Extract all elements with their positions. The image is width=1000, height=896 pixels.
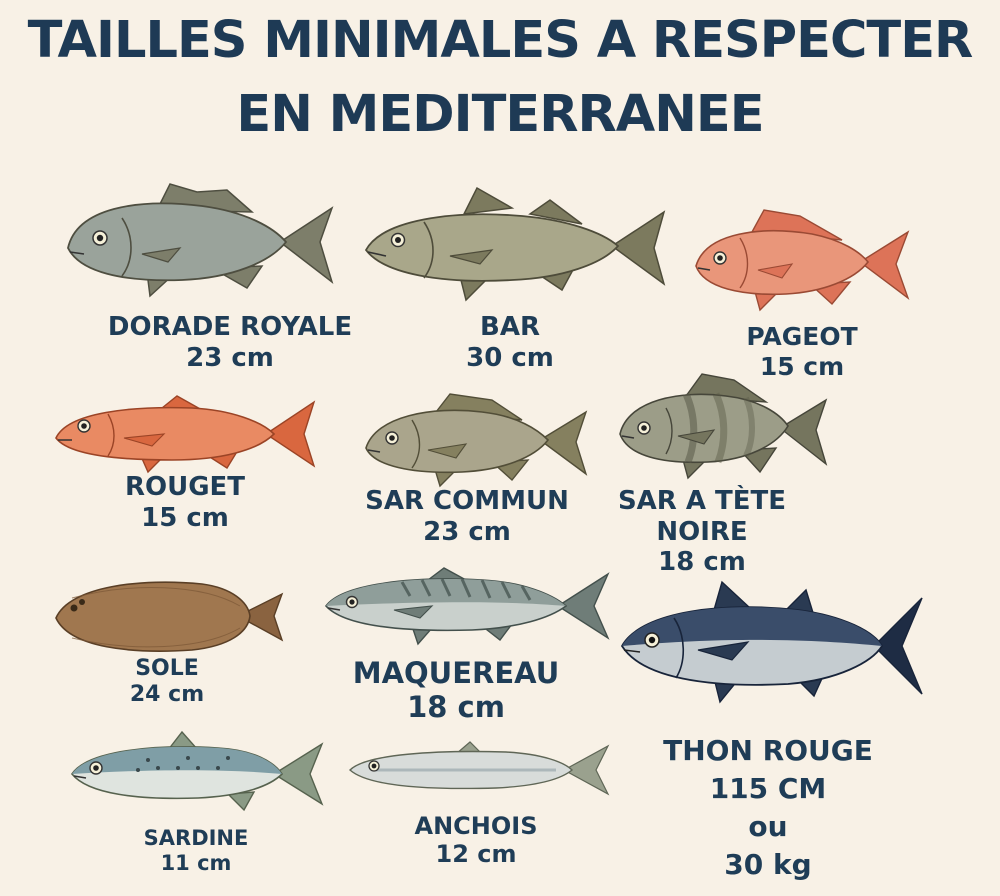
page-title: TAILLES MINIMALES A RESPECTER EN MEDITER… bbox=[0, 4, 1000, 152]
fish-size: 12 cm bbox=[435, 840, 517, 869]
fish-label-dorade-royale: DORADE ROYALE 23 cm bbox=[100, 312, 360, 373]
fish-size: 115 CM bbox=[709, 772, 827, 806]
fish-size: 11 cm bbox=[160, 850, 232, 875]
fish-name: PAGEOT bbox=[746, 322, 858, 351]
sole-icon bbox=[55, 581, 284, 652]
pandora-icon bbox=[695, 209, 910, 312]
fish-name: BAR bbox=[480, 312, 540, 342]
fish-name: MAQUEREAU bbox=[352, 656, 560, 690]
fish-name: ROUGET bbox=[124, 472, 246, 502]
mackerel-icon bbox=[324, 567, 610, 646]
white-seabream-icon bbox=[365, 393, 588, 488]
sea-bass-icon bbox=[364, 186, 666, 302]
fish-size: 23 cm bbox=[186, 342, 274, 373]
fish-label-anchois: ANCHOIS 12 cm bbox=[376, 812, 576, 869]
fish-name: SOLE bbox=[135, 656, 199, 681]
fish-weight: 30 kg bbox=[724, 848, 812, 882]
fish-name: ANCHOIS bbox=[414, 812, 538, 840]
fish-size: 23 cm bbox=[423, 516, 511, 547]
fish-name: DORADE ROYALE bbox=[107, 312, 353, 342]
fish-size: 18 cm bbox=[658, 547, 746, 578]
bluefin-tuna-icon bbox=[620, 580, 923, 704]
fish-name-line-1: SAR A TÈTE bbox=[617, 486, 787, 516]
title-line-1: TAILLES MINIMALES A RESPECTER bbox=[27, 11, 974, 70]
fish-label-sar-commun: SAR COMMUN 23 cm bbox=[352, 486, 582, 547]
title-line-2: EN MEDITERRANEE bbox=[236, 85, 764, 144]
fish-label-pageot: PAGEOT 15 cm bbox=[712, 322, 892, 381]
fish-size: 30 cm bbox=[466, 342, 554, 373]
fish-label-sar-tete-noire: SAR A TÈTE NOIRE 18 cm bbox=[602, 486, 802, 578]
fish-size: 15 cm bbox=[759, 351, 845, 381]
fish-label-sole: SOLE 24 cm bbox=[82, 656, 252, 708]
fish-name-line-2: NOIRE bbox=[656, 516, 748, 547]
sea-bream-icon bbox=[67, 183, 334, 298]
fish-size: 18 cm bbox=[407, 690, 505, 725]
fish-label-maquereau: MAQUEREAU 18 cm bbox=[346, 656, 566, 724]
fish-label-bar: BAR 30 cm bbox=[410, 312, 610, 373]
fish-label-sardine: SARDINE 11 cm bbox=[106, 826, 286, 876]
fish-label-thon-rouge: THON ROUGE 115 CM ou 30 kg bbox=[650, 732, 886, 884]
fish-name: THON ROUGE bbox=[663, 734, 873, 767]
fish-name: SARDINE bbox=[143, 826, 249, 850]
red-mullet-icon bbox=[55, 395, 316, 474]
fish-size: 15 cm bbox=[141, 502, 229, 533]
fish-label-rouget: ROUGET 15 cm bbox=[90, 472, 280, 533]
fish-name: SAR COMMUN bbox=[365, 486, 569, 516]
sardine-icon bbox=[71, 730, 324, 812]
anchovy-icon bbox=[348, 741, 610, 796]
two-banded-seabream-icon bbox=[619, 373, 828, 480]
fish-size: 24 cm bbox=[129, 681, 205, 707]
fish-or: ou bbox=[748, 810, 788, 844]
